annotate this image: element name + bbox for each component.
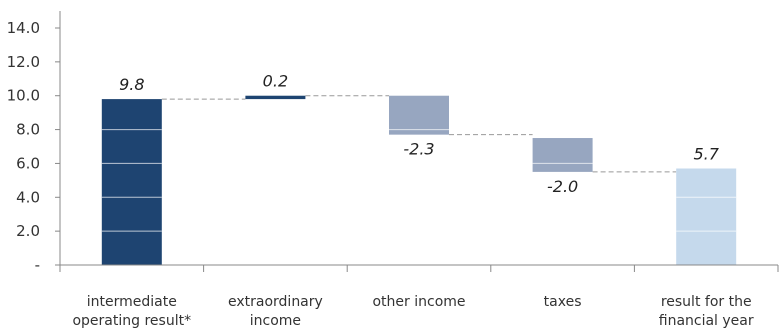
data-label: -2.0 [547, 177, 578, 196]
y-tick-label: 6.0 [16, 154, 40, 172]
category-label: intermediate [87, 294, 177, 310]
y-axis-tick-labels: - 2.0 4.0 6.0 8.0 10.0 12.0 14.0 [7, 19, 40, 274]
bars [101, 95, 737, 265]
y-tick-label: 4.0 [16, 188, 40, 206]
y-tick-label: 14.0 [7, 19, 40, 37]
category-label: extraordinary [228, 294, 323, 310]
data-label: -2.3 [403, 140, 434, 159]
y-tick-label: 12.0 [7, 53, 40, 71]
bar [676, 168, 737, 265]
y-tick-label: 2.0 [16, 222, 40, 240]
category-label: result for the [661, 294, 752, 310]
category-label: financial year [659, 313, 754, 329]
bar [389, 95, 449, 135]
y-tick-label: - [35, 256, 40, 274]
category-labels: intermediate operating result* extraordina… [72, 294, 753, 329]
bar [101, 99, 162, 265]
bar [245, 95, 306, 100]
data-label: 9.8 [119, 75, 144, 94]
connector-lines [161, 95, 677, 173]
axes [55, 11, 779, 272]
data-label: 0.2 [263, 72, 288, 91]
category-label: operating result* [72, 313, 191, 329]
data-label: 5.7 [693, 145, 719, 164]
category-label: other income [372, 294, 465, 310]
y-tick-label: 8.0 [16, 121, 40, 139]
category-label: income [250, 313, 301, 329]
data-labels: 9.8 0.2 -2.3 -2.0 5.7 [119, 72, 720, 196]
bar [532, 138, 593, 172]
category-label: taxes [544, 294, 582, 310]
y-tick-label: 10.0 [7, 87, 40, 105]
